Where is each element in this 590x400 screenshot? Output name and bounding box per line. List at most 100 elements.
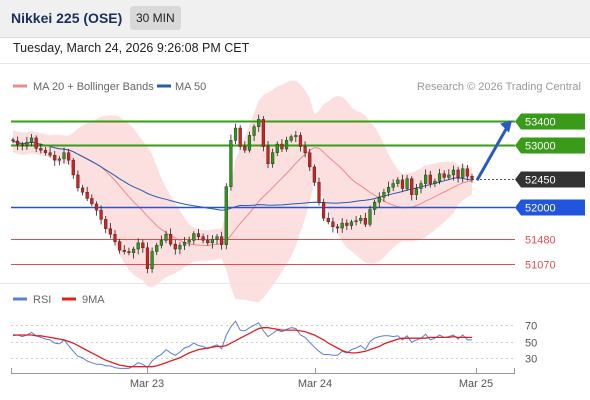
candle-down — [39, 148, 43, 151]
candle-up — [155, 245, 159, 252]
x-axis: Mar 23 Mar 24 Mar 25 — [130, 368, 493, 390]
candle-up — [377, 196, 381, 203]
candle-down — [53, 154, 57, 161]
candle-down — [196, 233, 201, 237]
candle-down — [312, 166, 316, 183]
candle-up — [29, 137, 34, 143]
copyright-text: Research © 2026 Trading Central — [417, 81, 581, 93]
candle-down — [303, 146, 307, 153]
candle-up — [178, 245, 182, 250]
candle-down — [113, 234, 117, 242]
candle-down — [326, 217, 330, 223]
candle-up — [252, 126, 256, 136]
candle-down — [141, 242, 145, 249]
rsi-tick-label: 70 — [525, 321, 537, 333]
candle-down — [122, 250, 126, 252]
rsi-tick-label: 30 — [525, 354, 537, 366]
candle-up — [447, 174, 451, 178]
candle-up — [187, 240, 191, 243]
candle-up — [136, 242, 140, 250]
candle-up — [159, 240, 163, 246]
candle-down — [261, 119, 265, 147]
candle-up — [284, 140, 289, 150]
candle-up — [62, 152, 66, 160]
candle-up — [414, 188, 418, 195]
candle-down — [470, 175, 474, 179]
candle-up — [164, 234, 168, 241]
candle-up — [373, 201, 377, 210]
candle-down — [335, 226, 340, 229]
x-tick-label: Mar 25 — [459, 378, 493, 390]
last-label-box — [515, 171, 585, 188]
candle-up — [57, 158, 61, 161]
candle-up — [349, 221, 354, 226]
candle-down — [331, 221, 335, 228]
candle-up — [433, 180, 437, 184]
candle-down — [34, 137, 38, 149]
candle-down — [308, 152, 312, 168]
candle-down — [322, 201, 326, 219]
candle-down — [71, 159, 75, 176]
forecast-arrow-shaft — [475, 124, 510, 182]
candle-down — [201, 236, 205, 241]
candle-down — [43, 150, 48, 153]
candle-down — [85, 192, 89, 199]
9ma-line — [13, 327, 472, 368]
rsi-legend-label: RSI — [33, 294, 51, 306]
candle-up — [382, 192, 386, 198]
candle-down — [127, 251, 131, 253]
resistance-label-box — [515, 113, 585, 130]
candle-up — [386, 187, 391, 193]
candle-down — [317, 182, 321, 203]
resistance-label-box — [515, 137, 585, 154]
candle-up — [257, 119, 261, 127]
candle-down — [465, 168, 469, 177]
candle-up — [391, 183, 395, 188]
candle-down — [67, 152, 71, 161]
candle-down — [266, 146, 270, 165]
candle-down — [90, 198, 94, 205]
candle-down — [345, 222, 349, 226]
candle-up — [396, 179, 400, 184]
candle-down — [118, 241, 122, 251]
resistance-label: 53000 — [525, 141, 556, 153]
candle-up — [271, 152, 275, 165]
last-label: 52450 — [525, 175, 556, 187]
forecast-arrow-head — [500, 120, 512, 133]
candle-down — [173, 243, 177, 250]
candle-up — [451, 169, 456, 176]
candle-down — [16, 140, 20, 145]
candle-down — [11, 139, 15, 142]
candle-up — [247, 135, 252, 151]
candle-up — [405, 178, 409, 189]
main-legend: MA 20 + Bollinger Bands MA 50 Research ©… — [13, 81, 581, 93]
candle-down — [400, 179, 405, 189]
candle-down — [428, 174, 432, 184]
candle-up — [294, 135, 298, 137]
pivot-label: 52000 — [525, 203, 556, 215]
chart-datetime: Tuesday, March 24, 2026 9:26:08 PM CET — [13, 41, 250, 55]
candle-down — [298, 135, 303, 147]
candle-up — [233, 127, 238, 141]
rsi-legend: RSI 9MA — [13, 294, 105, 306]
rsi-panel: 70 50 30 — [11, 320, 537, 369]
candle-down — [145, 247, 150, 269]
rsi-line — [12, 320, 472, 369]
ma50-line — [12, 140, 473, 211]
candle-up — [229, 140, 233, 187]
candle-down — [442, 173, 446, 178]
candle-down — [456, 169, 460, 178]
rsi-tick-label: 50 — [525, 338, 537, 350]
timeframe-badge[interactable]: 30 MIN — [130, 6, 181, 30]
candle-up — [368, 209, 372, 225]
ma50-legend-label: MA 50 — [175, 81, 206, 93]
candle-down — [243, 146, 247, 151]
candle-down — [48, 152, 52, 156]
candle-up — [224, 186, 228, 245]
candle-up — [354, 220, 358, 223]
moving-averages — [12, 140, 473, 247]
candle-down — [20, 144, 24, 146]
candle-up — [424, 174, 428, 184]
candle-down — [206, 240, 210, 244]
pivot-label-box — [515, 199, 585, 216]
